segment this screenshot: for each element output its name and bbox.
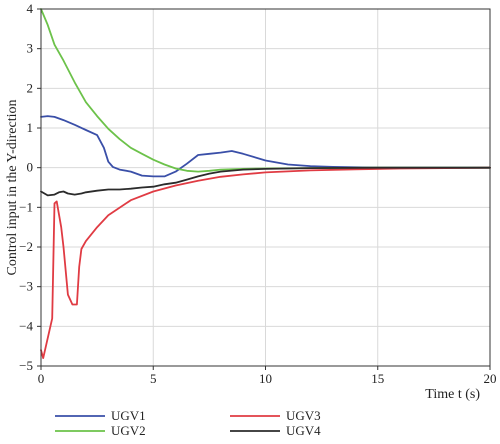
x-tick-label: 0 <box>38 371 45 386</box>
legend-label-ugv3: UGV3 <box>286 408 321 423</box>
series-lines <box>40 8 491 360</box>
y-tick-label: 3 <box>27 41 34 56</box>
x-tick-label: 20 <box>484 371 497 386</box>
y-tick-label: 0 <box>27 160 34 175</box>
y-tick-label: −5 <box>19 358 33 373</box>
series-line-ugv1 <box>40 115 491 178</box>
grid-lines <box>40 8 491 367</box>
x-tick-label: 15 <box>371 371 384 386</box>
series-line-ugv4 <box>40 166 491 197</box>
y-tick-label: 2 <box>27 80 34 95</box>
x-axis-label: Time t (s) <box>425 387 480 402</box>
y-tick-label: −2 <box>19 239 33 254</box>
x-tick-label: 5 <box>150 371 157 386</box>
y-tick-label: 1 <box>27 120 34 135</box>
legend-label-ugv1: UGV1 <box>111 408 146 423</box>
y-axis-label: Control input in the Y-direction <box>5 99 20 275</box>
series-line-ugv3 <box>40 166 491 360</box>
y-tick-label: −1 <box>19 199 33 214</box>
y-tick-label: −4 <box>19 318 33 333</box>
x-tick-label: 10 <box>259 371 272 386</box>
legend-label-ugv2: UGV2 <box>111 423 146 438</box>
y-tick-label: 4 <box>27 1 34 16</box>
legend-label-ugv4: UGV4 <box>286 423 321 438</box>
y-tick-label: −3 <box>19 279 33 294</box>
